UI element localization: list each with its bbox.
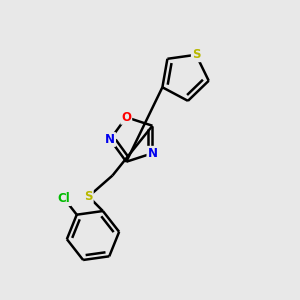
Text: S: S [84, 190, 93, 203]
Text: Cl: Cl [58, 192, 70, 205]
Text: N: N [105, 133, 115, 146]
Text: S: S [192, 48, 200, 61]
Text: O: O [121, 111, 131, 124]
Text: N: N [147, 147, 158, 160]
